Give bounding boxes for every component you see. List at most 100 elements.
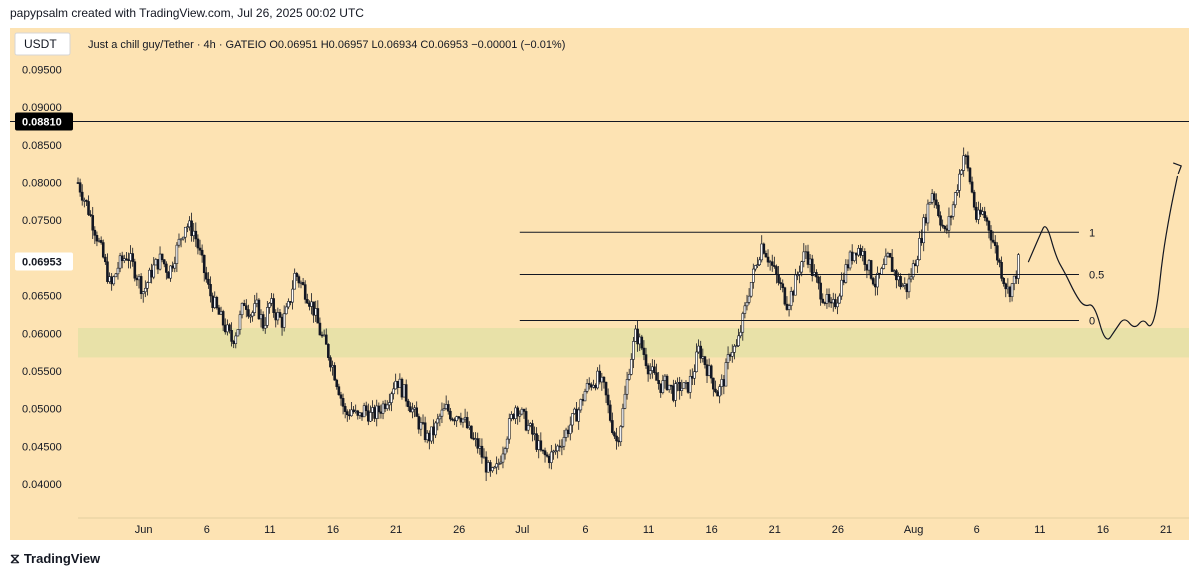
candle[interactable]: [514, 405, 517, 425]
candle[interactable]: [388, 393, 391, 411]
candle[interactable]: [598, 364, 602, 385]
candle[interactable]: [625, 371, 629, 400]
candle[interactable]: [808, 254, 812, 273]
candle[interactable]: [87, 195, 90, 217]
candle[interactable]: [398, 373, 402, 388]
candle[interactable]: [442, 403, 446, 411]
candle[interactable]: [270, 293, 273, 307]
candle[interactable]: [89, 210, 92, 218]
candle[interactable]: [434, 421, 437, 439]
candle[interactable]: [615, 427, 618, 450]
footer-brand[interactable]: ⧖ TradingView: [10, 550, 100, 567]
candle[interactable]: [343, 403, 347, 419]
candle[interactable]: [756, 257, 759, 269]
candle[interactable]: [446, 400, 450, 415]
candle[interactable]: [478, 438, 482, 455]
candle[interactable]: [564, 427, 568, 442]
candle[interactable]: [926, 199, 930, 231]
candle[interactable]: [251, 310, 254, 322]
candle[interactable]: [909, 268, 913, 283]
candle[interactable]: [960, 168, 963, 176]
candle[interactable]: [991, 231, 995, 244]
candle[interactable]: [1006, 278, 1010, 294]
candle[interactable]: [867, 259, 871, 276]
candle[interactable]: [749, 282, 753, 298]
candle[interactable]: [655, 363, 658, 381]
candle[interactable]: [472, 432, 475, 441]
candle[interactable]: [1010, 283, 1014, 302]
candle[interactable]: [821, 293, 825, 304]
candle[interactable]: [1008, 285, 1012, 303]
candle[interactable]: [131, 247, 134, 267]
candle[interactable]: [335, 378, 339, 390]
candle[interactable]: [379, 404, 383, 419]
candle[interactable]: [825, 288, 829, 309]
candle[interactable]: [949, 214, 953, 226]
candle[interactable]: [284, 302, 288, 315]
candle[interactable]: [99, 236, 103, 245]
candle[interactable]: [758, 256, 761, 267]
candle[interactable]: [205, 266, 208, 283]
candle[interactable]: [314, 300, 318, 323]
candle[interactable]: [730, 344, 734, 363]
candle[interactable]: [85, 199, 88, 206]
candle[interactable]: [533, 426, 536, 441]
candle[interactable]: [245, 299, 248, 318]
candle[interactable]: [152, 257, 156, 280]
candle[interactable]: [217, 304, 221, 315]
candle[interactable]: [690, 368, 694, 386]
candle[interactable]: [360, 412, 364, 421]
candle[interactable]: [680, 379, 684, 396]
candle[interactable]: [299, 280, 303, 289]
candle[interactable]: [362, 402, 366, 418]
currency-badge[interactable]: [14, 32, 71, 56]
candle[interactable]: [745, 294, 749, 311]
candle[interactable]: [712, 377, 715, 397]
candle[interactable]: [632, 336, 635, 369]
candle[interactable]: [497, 458, 501, 470]
candle[interactable]: [707, 358, 711, 377]
candle[interactable]: [947, 207, 951, 238]
candle[interactable]: [646, 363, 650, 382]
candle[interactable]: [339, 391, 343, 406]
candle[interactable]: [916, 255, 919, 273]
candle[interactable]: [531, 419, 534, 442]
candle[interactable]: [312, 301, 315, 323]
candle[interactable]: [274, 309, 278, 328]
candle[interactable]: [165, 261, 168, 280]
candle[interactable]: [512, 413, 515, 421]
candle[interactable]: [930, 189, 934, 205]
candle[interactable]: [924, 213, 928, 226]
candle[interactable]: [367, 403, 370, 426]
candle[interactable]: [499, 455, 503, 465]
candle[interactable]: [463, 408, 467, 423]
candle[interactable]: [209, 276, 212, 303]
candle[interactable]: [390, 391, 393, 412]
candle[interactable]: [114, 273, 118, 278]
candle[interactable]: [465, 411, 469, 430]
candle[interactable]: [699, 340, 703, 364]
candle[interactable]: [474, 432, 477, 447]
candle[interactable]: [892, 269, 896, 277]
candle[interactable]: [791, 289, 795, 303]
candle[interactable]: [461, 418, 465, 428]
candle[interactable]: [505, 436, 509, 453]
candle[interactable]: [573, 407, 576, 415]
candle[interactable]: [127, 252, 130, 269]
candle[interactable]: [998, 258, 1001, 268]
candle[interactable]: [173, 256, 177, 273]
candle[interactable]: [718, 384, 721, 404]
candle[interactable]: [436, 413, 440, 431]
candle[interactable]: [629, 353, 633, 376]
candle[interactable]: [480, 438, 484, 464]
candle[interactable]: [800, 260, 803, 277]
candle[interactable]: [198, 239, 202, 256]
candle[interactable]: [146, 281, 149, 296]
candle[interactable]: [575, 401, 578, 422]
candle[interactable]: [865, 264, 869, 279]
candle[interactable]: [600, 372, 604, 391]
candle[interactable]: [516, 405, 519, 425]
candle[interactable]: [83, 197, 86, 208]
candle[interactable]: [261, 311, 265, 332]
candle[interactable]: [104, 253, 107, 265]
